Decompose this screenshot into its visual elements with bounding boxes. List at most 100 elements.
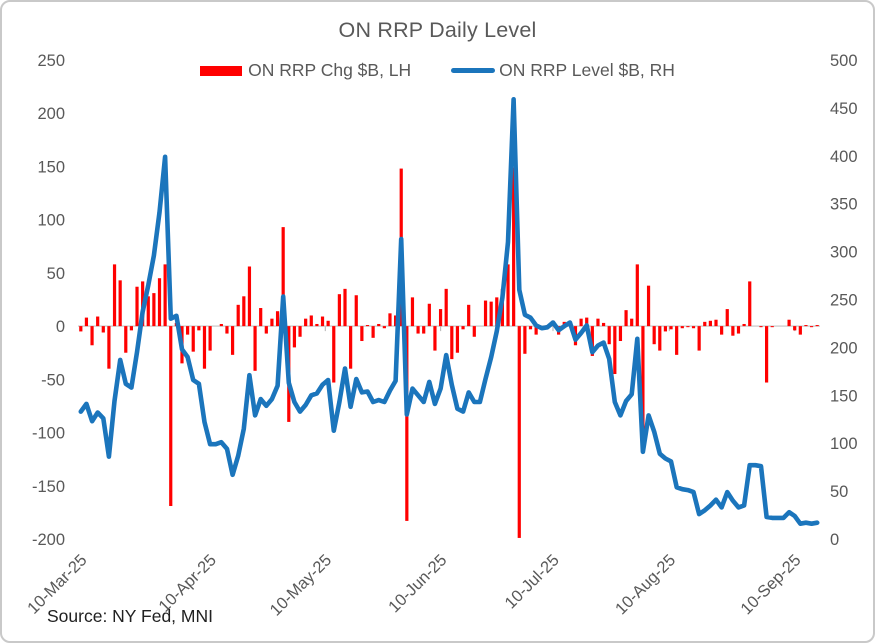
chg-bar (590, 326, 594, 356)
chg-bar (489, 301, 493, 327)
chg-bar (270, 318, 274, 327)
chg-bar (528, 326, 533, 330)
chg-bar (146, 296, 150, 327)
chg-bar (349, 326, 353, 369)
chg-bar (646, 285, 651, 327)
chg-bar (725, 309, 729, 327)
chg-bar (377, 323, 381, 327)
y-axis-tick-label-right: 0 (830, 531, 839, 549)
chg-bar (815, 325, 819, 327)
y-axis-tick-label-left: 0 (56, 318, 65, 336)
chg-bar (658, 326, 662, 351)
chg-bar (186, 326, 190, 335)
red-bar-swatch-icon (200, 65, 243, 76)
chg-bar (281, 227, 285, 327)
chg-bar (90, 326, 94, 346)
chg-bar (607, 326, 611, 345)
chg-bar (691, 326, 696, 329)
chg-bar (455, 326, 460, 353)
chg-bar (669, 326, 673, 330)
chg-bar (112, 264, 117, 327)
chg-bar (613, 326, 617, 375)
chg-bar (618, 326, 623, 342)
chg-bar (438, 309, 443, 327)
y-axis-tick-label-right: 500 (830, 52, 858, 70)
chg-bar (393, 315, 398, 327)
y-axis-tick-label-left: -200 (32, 531, 65, 549)
y-axis-tick-label-right: 250 (830, 292, 858, 310)
chg-bar (275, 311, 280, 327)
chg-bar (635, 264, 639, 327)
chg-bar (422, 326, 426, 334)
chg-bar (410, 297, 415, 327)
chg-bar (405, 326, 409, 521)
chg-bar (320, 316, 325, 327)
chg-bar (354, 295, 358, 327)
chg-bar (720, 326, 724, 335)
chg-bar (742, 323, 746, 327)
chg-bar (708, 320, 712, 327)
chg-bar (686, 326, 690, 328)
chg-bar (337, 294, 341, 327)
chg-bar (225, 326, 229, 334)
chg-bar (793, 326, 797, 331)
chg-bar (764, 326, 769, 383)
chg-bar (506, 264, 510, 327)
chg-bar (365, 325, 370, 327)
y-axis-tick-label-left: 250 (37, 52, 65, 70)
chg-bar (157, 278, 162, 327)
chg-bar (191, 326, 195, 352)
x-axis-tick-label: 10-Jul-25 (501, 551, 562, 612)
x-axis-tick-label: 10-Jun-25 (385, 551, 450, 616)
chg-bar (472, 326, 476, 337)
y-axis-tick-label-right: 450 (830, 100, 858, 118)
chg-bar (242, 296, 246, 327)
chg-bar (427, 303, 431, 327)
legend-item-chg: ON RRP Chg $B, LH (200, 60, 411, 81)
chg-bar (169, 326, 173, 507)
chg-bar (118, 280, 122, 327)
chg-bar (512, 167, 516, 327)
chg-bar (714, 319, 718, 327)
legend-label-chg: ON RRP Chg $B, LH (248, 60, 412, 80)
chg-bar (630, 318, 634, 327)
chg-bar (304, 318, 308, 327)
blue-line-swatch-icon (451, 68, 496, 73)
chg-bar (163, 264, 167, 327)
chg-bar (416, 326, 420, 334)
chg-bar (292, 326, 297, 348)
chg-bar (585, 317, 589, 327)
chg-bar (202, 326, 207, 369)
x-axis-tick-label: 10-Aug-25 (612, 551, 679, 618)
chg-bar (315, 323, 319, 327)
chg-bar (135, 286, 139, 327)
legend-item-level: ON RRP Level $B, RH (451, 60, 675, 81)
chg-bar (107, 326, 111, 369)
y-axis-tick-label-right: 100 (830, 435, 858, 453)
chg-bar (343, 288, 347, 327)
chg-bar (360, 326, 364, 342)
chg-bar (736, 326, 741, 334)
chg-bar (798, 326, 802, 335)
y-axis-tick-label-left: -100 (32, 425, 65, 443)
chg-bar (298, 326, 302, 337)
chg-bar (804, 325, 808, 327)
chg-bar (264, 326, 268, 334)
chg-bar (371, 326, 375, 338)
chg-bar (787, 319, 791, 327)
y-axis-tick-label-left: -150 (32, 478, 65, 496)
chg-bar (770, 326, 774, 328)
chg-bar (461, 326, 465, 330)
chg-bar (809, 326, 814, 328)
chg-bar (247, 266, 252, 327)
chg-bar (259, 308, 263, 327)
chg-bar (450, 326, 454, 360)
chg-bar (495, 297, 499, 327)
chg-bar (703, 321, 707, 327)
chg-bar (759, 326, 763, 328)
y-axis-tick-label-left: 200 (37, 105, 65, 123)
chg-bar (230, 326, 235, 355)
chg-bar (152, 293, 156, 327)
chg-bar (96, 316, 100, 327)
